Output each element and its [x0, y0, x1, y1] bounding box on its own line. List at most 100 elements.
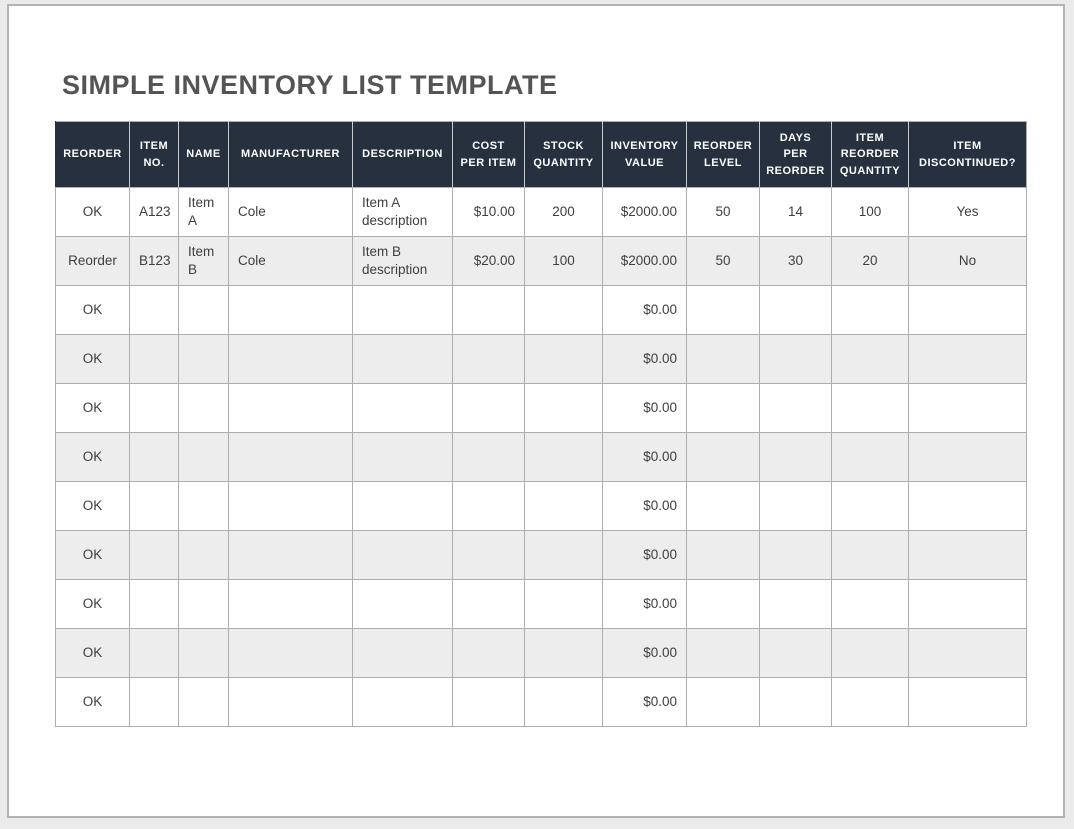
- cell-stock_quantity: [524, 383, 603, 433]
- cell-days_per_reorder: 30: [759, 236, 832, 286]
- cell-item_discontinued: No: [908, 236, 1027, 286]
- cell-reorder: OK: [55, 628, 130, 678]
- cell-item_discontinued: [908, 432, 1027, 482]
- cell-inventory_value: $0.00: [602, 383, 687, 433]
- cell-reorder_level: [686, 481, 760, 531]
- cell-inventory_value: $0.00: [602, 530, 687, 580]
- cell-manufacturer: [228, 432, 353, 482]
- cell-description: [352, 432, 453, 482]
- cell-inventory_value: $0.00: [602, 677, 687, 727]
- cell-days_per_reorder: [759, 677, 832, 727]
- cell-stock_quantity: 200: [524, 187, 603, 237]
- column-header-description: DESCRIPTION: [352, 121, 453, 188]
- cell-reorder_level: 50: [686, 236, 760, 286]
- cell-cost_per_item: $10.00: [452, 187, 525, 237]
- table-row: OK $0.00: [55, 432, 1027, 482]
- cell-days_per_reorder: [759, 579, 832, 629]
- cell-name: [178, 677, 229, 727]
- column-header-reorder_level: REORDER LEVEL: [686, 121, 760, 188]
- cell-inventory_value: $0.00: [602, 481, 687, 531]
- table-header: REORDER ITEM NO. NAME MANUFACTURER DESCRIPTI…: [55, 121, 1027, 188]
- document-page: SIMPLE INVENTORY LIST TEMPLATE REORDER IT…: [7, 4, 1065, 818]
- cell-manufacturer: [228, 481, 353, 531]
- cell-name: Item A: [178, 187, 229, 237]
- table-row: OK $0.00: [55, 628, 1027, 678]
- column-header-cost_per_item: COST PER ITEM: [452, 121, 525, 188]
- cell-manufacturer: Cole: [228, 187, 353, 237]
- cell-days_per_reorder: [759, 432, 832, 482]
- cell-reorder_level: 50: [686, 187, 760, 237]
- cell-manufacturer: [228, 677, 353, 727]
- cell-stock_quantity: [524, 481, 603, 531]
- cell-item_reorder_quantity: [831, 579, 909, 629]
- column-header-item_no: ITEM NO.: [129, 121, 179, 188]
- cell-manufacturer: [228, 579, 353, 629]
- cell-name: Item B: [178, 236, 229, 286]
- cell-inventory_value: $0.00: [602, 628, 687, 678]
- cell-description: [352, 677, 453, 727]
- cell-name: [178, 383, 229, 433]
- column-header-manufacturer: MANUFACTURER: [228, 121, 353, 188]
- table-row: OK $0.00: [55, 383, 1027, 433]
- cell-item_reorder_quantity: [831, 334, 909, 384]
- cell-cost_per_item: [452, 285, 525, 335]
- cell-stock_quantity: [524, 628, 603, 678]
- cell-reorder: OK: [55, 383, 130, 433]
- cell-name: [178, 530, 229, 580]
- cell-description: [352, 334, 453, 384]
- cell-item_no: [129, 285, 179, 335]
- cell-stock_quantity: [524, 334, 603, 384]
- cell-item_no: [129, 579, 179, 629]
- cell-item_reorder_quantity: [831, 285, 909, 335]
- cell-days_per_reorder: 14: [759, 187, 832, 237]
- cell-item_discontinued: Yes: [908, 187, 1027, 237]
- cell-manufacturer: [228, 334, 353, 384]
- cell-item_no: [129, 677, 179, 727]
- cell-manufacturer: [228, 628, 353, 678]
- header-row: REORDER ITEM NO. NAME MANUFACTURER DESCRIPTI…: [55, 121, 1027, 188]
- table-row: OK $0.00: [55, 677, 1027, 727]
- cell-item_reorder_quantity: 20: [831, 236, 909, 286]
- cell-item_reorder_quantity: [831, 481, 909, 531]
- cell-description: [352, 579, 453, 629]
- cell-item_discontinued: [908, 530, 1027, 580]
- cell-item_reorder_quantity: [831, 677, 909, 727]
- cell-inventory_value: $2000.00: [602, 236, 687, 286]
- cell-reorder_level: [686, 677, 760, 727]
- cell-item_reorder_quantity: [831, 628, 909, 678]
- cell-stock_quantity: 100: [524, 236, 603, 286]
- table-body: OK A123 Item A Cole Item A description $10.00…: [55, 187, 1027, 727]
- cell-reorder_level: [686, 628, 760, 678]
- table-row: OK $0.00: [55, 530, 1027, 580]
- cell-cost_per_item: [452, 628, 525, 678]
- cell-reorder: OK: [55, 285, 130, 335]
- cell-reorder: Reorder: [55, 236, 130, 286]
- column-header-item_discontinued: ITEM DISCONTINUED?: [908, 121, 1027, 188]
- cell-name: [178, 432, 229, 482]
- cell-description: [352, 383, 453, 433]
- cell-item_no: [129, 334, 179, 384]
- cell-item_no: B123: [129, 236, 179, 286]
- cell-name: [178, 334, 229, 384]
- cell-item_discontinued: [908, 579, 1027, 629]
- cell-item_discontinued: [908, 677, 1027, 727]
- cell-description: Item B description: [352, 236, 453, 286]
- cell-description: [352, 481, 453, 531]
- column-header-item_reorder_quantity: ITEM REORDER QUANTITY: [831, 121, 909, 188]
- cell-cost_per_item: [452, 530, 525, 580]
- cell-days_per_reorder: [759, 481, 832, 531]
- cell-name: [178, 481, 229, 531]
- cell-days_per_reorder: [759, 530, 832, 580]
- cell-stock_quantity: [524, 530, 603, 580]
- cell-reorder: OK: [55, 579, 130, 629]
- cell-days_per_reorder: [759, 628, 832, 678]
- page-title: SIMPLE INVENTORY LIST TEMPLATE: [62, 70, 558, 100]
- cell-name: [178, 628, 229, 678]
- table-row: OK $0.00: [55, 481, 1027, 531]
- cell-reorder: OK: [55, 481, 130, 531]
- table-row: OK $0.00: [55, 579, 1027, 629]
- table-row: Reorder B123 Item B Cole Item B description $…: [55, 236, 1027, 286]
- cell-cost_per_item: [452, 383, 525, 433]
- cell-manufacturer: [228, 530, 353, 580]
- cell-item_discontinued: [908, 383, 1027, 433]
